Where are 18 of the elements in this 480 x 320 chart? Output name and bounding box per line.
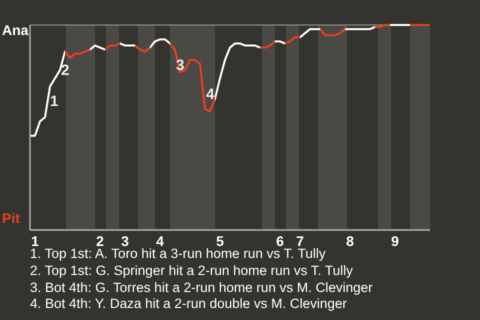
x-tick-label: 2 — [96, 232, 104, 249]
text: 2. Top 1st: G. Springer hit a 2-run home run vs T. Tully — [30, 262, 354, 280]
x-tick-label: 1 — [31, 232, 40, 249]
x-tick-label: 5 — [216, 232, 224, 249]
text: Ana — [2, 22, 28, 38]
x-tick-label: 4 — [156, 232, 164, 249]
x-tick-label: 9 — [391, 232, 400, 249]
text: 3. Bot 4th: G. Torres hit a 2-run home run vs M. Clevinger — [30, 280, 373, 296]
x-tick-label: 3 — [121, 232, 130, 249]
text: 4. Bot 4th: Y. Daza hit a 2-run double vs M. Clevinger — [30, 296, 348, 314]
text: 1. Top 1st: A. Toro hit a 3-run home run vs T. Tully — [30, 246, 326, 261]
annotation: 1 — [50, 93, 58, 110]
x-tick-label: 8 — [346, 232, 354, 249]
x-tick-label: 7 — [296, 232, 304, 249]
text: Pit — [2, 210, 20, 226]
annotation: 2 — [61, 62, 70, 79]
x-tick-label: 6 — [276, 232, 284, 249]
annotation: 4 — [206, 86, 214, 103]
